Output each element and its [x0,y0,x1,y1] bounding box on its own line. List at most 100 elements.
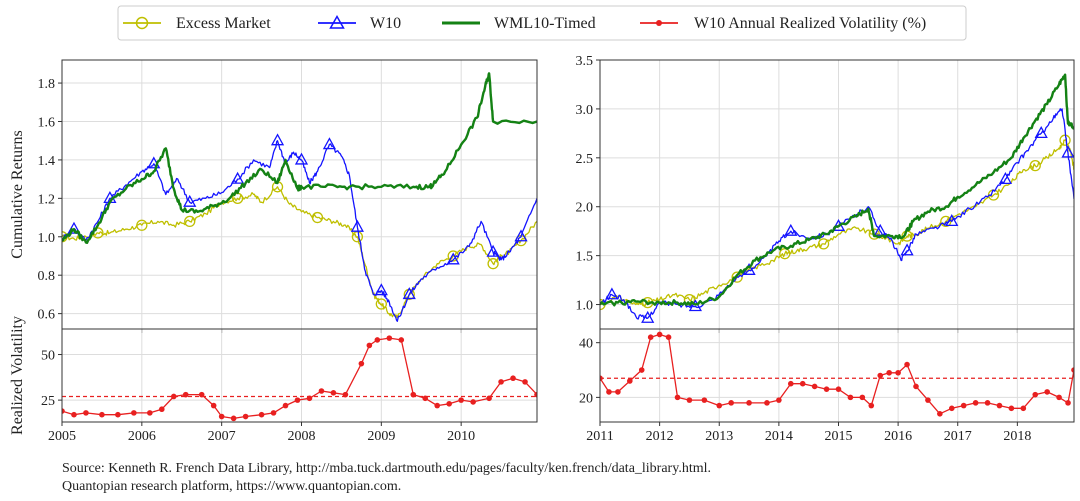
data-point-w10-annual-realized-volatility [258,411,265,418]
series-line-w10 [600,108,1074,320]
data-point-excess-market [311,211,324,224]
y-tick-label: 1.2 [38,192,56,207]
x-tick-label: 2015 [824,429,852,444]
data-point-w10-annual-realized-volatility [674,394,681,401]
y-tick-label: 0.6 [38,308,56,323]
data-point-w10-annual-realized-volatility [170,393,177,400]
data-point-w10 [605,287,619,300]
data-point-w10-annual-realized-volatility [486,395,492,402]
data-point-w10 [374,283,388,296]
data-point-w10-annual-realized-volatility [230,415,237,422]
data-point-w10-annual-realized-volatility [1071,367,1074,373]
x-tick-label: 2007 [208,429,236,444]
data-point-w10-annual-realized-volatility [835,386,842,392]
x-tick-label: 2017 [944,429,972,444]
data-point-w10 [900,243,914,256]
y-axis-label: Cumulative Returns [9,130,26,258]
data-point-w10-annual-realized-volatility [294,397,301,403]
data-point-w10-annual-realized-volatility [948,405,955,412]
data-point-w10-annual-realized-volatility [534,391,537,398]
data-point-w10-annual-realized-volatility [686,397,693,403]
data-point-excess-market [375,298,387,310]
data-point-w10-annual-realized-volatility [242,413,249,420]
series-line-excess-market [62,186,537,319]
source-line-2: Quantopian research platform, https://ww… [62,479,402,494]
data-point-w10-annual-realized-volatility [776,397,782,403]
data-point-w10-annual-realized-volatility [270,410,277,416]
y-tick-label: 3.0 [576,103,594,118]
legend: Excess Market W10 WML10-Timed W10 Annual… [117,5,967,41]
data-point-w10 [1034,126,1048,139]
y-tick-label: 40 [579,337,593,352]
data-point-excess-market [731,271,743,283]
plot-area-left-volatility [62,335,537,422]
y-tick-label: 25 [41,394,55,409]
legend-item-volatility: W10 Annual Realized Volatility (%) [640,15,926,32]
x-tick-label: 2016 [884,429,912,444]
plot-area-left-returns [62,72,537,322]
data-point-w10-annual-realized-volatility [627,378,633,384]
data-point-w10-annual-realized-volatility [115,411,121,418]
data-point-excess-market [1029,159,1041,172]
legend-item-wml10-timed: WML10-Timed [442,15,596,32]
data-point-w10-annual-realized-volatility [904,361,910,368]
data-point-w10 [641,310,655,323]
plot-frame [61,328,538,423]
data-point-w10-annual-realized-volatility [868,402,875,409]
data-point-w10-annual-realized-volatility [996,402,1003,409]
data-point-excess-market [868,228,880,240]
series-line-w10-annual-realized-volatility [600,333,1074,415]
data-point-w10-annual-realized-volatility [410,391,417,398]
y-tick-label: 20 [579,391,593,406]
data-point-w10 [183,194,197,207]
data-point-w10-annual-realized-volatility [937,410,943,417]
data-point-excess-market [817,238,830,250]
data-point-w10-annual-realized-volatility [600,375,603,382]
data-point-excess-market [779,248,791,260]
data-point-w10-annual-realized-volatility [1020,405,1027,412]
data-point-w10 [873,223,887,236]
series-line-excess-market [600,138,1074,307]
data-point-w10-annual-realized-volatility [615,389,621,395]
data-point-w10-annual-realized-volatility [498,379,504,385]
y-tick-label: 1.8 [38,77,56,92]
x-tick-label: 2008 [287,429,315,444]
x-tick-label: 2006 [128,429,156,444]
plot-frame [599,328,1075,423]
plot-area-right-returns [600,73,1074,323]
data-point-w10-annual-realized-volatility [158,406,165,413]
y-tick-label: 2.5 [576,152,594,167]
data-point-w10 [1061,145,1074,158]
data-point-w10-annual-realized-volatility [147,410,153,416]
data-point-excess-market [487,258,499,270]
data-point-w10 [446,252,460,265]
data-point-w10-annual-realized-volatility [366,342,373,349]
data-point-w10-annual-realized-volatility [895,369,901,376]
legend-box [117,5,967,41]
panel-left-volatility: 25 50 2005 2006 2007 2008 2009 2010 Realized Vol… [9,316,538,444]
data-point-w10-annual-realized-volatility [823,386,830,392]
data-point-w10 [514,229,528,242]
data-point-w10-annual-realized-volatility [1008,405,1015,412]
series-line-wml10-timed [600,73,1074,307]
y-tick-label: 2.0 [576,201,594,216]
data-point-w10 [998,171,1013,184]
data-point-w10-annual-realized-volatility [1056,394,1062,401]
data-point-w10-annual-realized-volatility [847,394,854,401]
data-point-w10 [270,133,285,146]
data-point-w10-annual-realized-volatility [83,410,89,416]
data-point-w10-annual-realized-volatility [960,402,967,409]
x-tick-label: 2005 [48,429,76,444]
plot-frame [61,59,538,330]
data-point-w10-annual-realized-volatility [859,394,866,401]
data-point-w10 [486,244,500,257]
panel-right-volatility: 20 40 2011 2012 2013 2014 2015 2016 2017 2018 [579,328,1075,444]
data-point-w10-annual-realized-volatility [99,411,105,418]
data-point-w10-annual-realized-volatility [198,391,205,398]
data-point-w10-annual-realized-volatility [799,380,806,387]
data-point-w10-annual-realized-volatility [522,379,528,385]
data-point-w10-annual-realized-volatility [318,388,325,394]
data-point-w10-annual-realized-volatility [434,402,441,409]
data-point-w10-annual-realized-volatility [716,402,723,409]
legend-item-excess-market: Excess Market [123,15,271,32]
